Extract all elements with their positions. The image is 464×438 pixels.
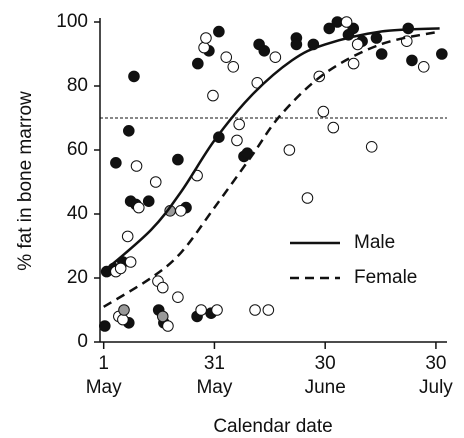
x-tick-label: 30 [425, 353, 446, 374]
x-tick-label: 30 [315, 353, 336, 374]
data-point [351, 38, 364, 51]
fit-curve [102, 27, 440, 273]
data-point [233, 118, 245, 131]
data-point [149, 176, 162, 188]
data-point [220, 51, 233, 64]
data-point [262, 304, 275, 316]
data-point [175, 205, 187, 217]
data-point [323, 22, 336, 35]
data-point [172, 291, 184, 304]
data-point [198, 41, 210, 54]
data-point [301, 192, 314, 204]
data-point [128, 70, 140, 83]
y-tick-label: 20 [67, 267, 88, 288]
data-point [417, 61, 430, 73]
legend-label: Female [354, 267, 417, 288]
y-tick-label: 60 [67, 139, 88, 160]
data-point [436, 48, 448, 60]
data-point [258, 45, 271, 57]
data-point [249, 304, 261, 316]
data-point [130, 160, 143, 172]
data-point [132, 201, 145, 214]
data-point [98, 320, 111, 332]
data-point [317, 105, 330, 118]
legend-label: Male [354, 232, 395, 253]
data-point [227, 61, 240, 73]
data-point [162, 320, 174, 332]
data-point [370, 32, 383, 44]
data-point [211, 304, 223, 316]
data-point [156, 310, 169, 323]
x-axis-label: Calendar date [213, 416, 332, 437]
x-tick-label: 1 [98, 353, 109, 374]
data-point [142, 195, 155, 207]
data-point [118, 304, 130, 316]
x-tick-month: June [305, 377, 346, 398]
data-point [117, 313, 129, 326]
x-tick-month: May [196, 377, 232, 398]
data-point [290, 38, 303, 51]
data-point [121, 230, 134, 243]
data-point [340, 16, 353, 28]
x-tick-month: May [86, 377, 122, 398]
data-point [231, 134, 243, 147]
data-point [375, 48, 388, 60]
y-tick-label: 80 [67, 75, 88, 96]
data-point [192, 57, 204, 70]
data-point [172, 153, 184, 166]
data-point [195, 304, 207, 316]
data-point [122, 125, 135, 137]
data-point [156, 281, 169, 294]
x-tick-label: 31 [204, 353, 225, 374]
y-axis-label: % fat in bone marrow [15, 91, 36, 271]
data-point [200, 32, 212, 44]
data-point [124, 256, 137, 268]
fit-curve [103, 30, 440, 308]
data-point [213, 25, 225, 38]
x-tick-month: July [419, 377, 453, 398]
data-point [114, 262, 127, 275]
y-tick-label: 100 [56, 11, 88, 32]
data-point [269, 51, 282, 64]
data-point [327, 121, 340, 134]
y-tick-label: 0 [77, 331, 88, 352]
data-point [406, 54, 418, 67]
data-point [347, 57, 360, 70]
data-point [283, 144, 296, 156]
data-point [365, 141, 378, 153]
y-tick-label: 40 [67, 203, 88, 224]
data-point [207, 89, 219, 102]
data-point [110, 157, 122, 169]
